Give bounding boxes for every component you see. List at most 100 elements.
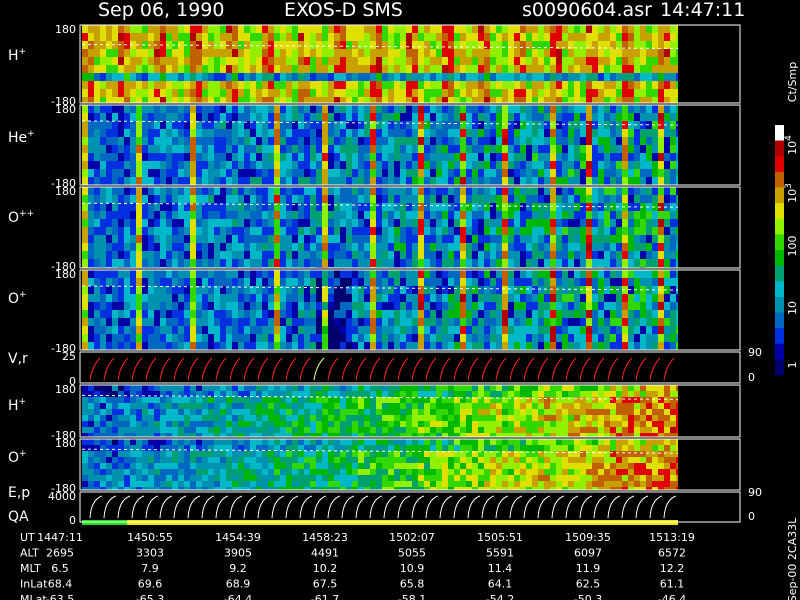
spectrogram-cell [652,161,658,169]
spectrogram-cell [430,385,436,391]
spectrogram-cell [334,259,340,267]
spectrogram-cell [370,105,376,113]
spectrogram-cell [664,334,670,342]
spectrogram-cell [670,310,676,318]
spectrogram-cell [220,177,226,185]
spectrogram-cell [610,145,616,153]
spectrogram-cell [532,187,538,195]
spectrogram-cell [454,385,460,391]
spectrogram-cell [448,203,454,211]
spectrogram-cell [442,113,448,121]
spectrogram-cell [634,129,640,137]
spectrogram-cell [298,294,304,302]
spectrogram-cell [208,342,214,350]
spectrogram-cell [112,97,118,103]
spectrogram-cell [220,105,226,113]
spectrogram-cell [604,89,610,97]
spectrogram-cell [514,113,520,121]
spectrogram-cell [640,177,646,185]
spectrogram-cell [88,105,94,113]
spectrogram-cell [262,105,268,113]
spectrogram-cell [130,391,136,397]
spectrogram-cell [526,433,532,437]
spectrogram-cell [442,161,448,169]
spectrogram-cell [412,219,418,227]
spectrogram-cell [370,177,376,185]
spectrogram-cell [460,211,466,219]
spectrogram-cell [616,259,622,267]
spectrogram-cell [154,409,160,415]
spectrogram-cell [358,105,364,113]
spectrogram-cell [664,318,670,326]
spectrogram-cell [394,65,400,73]
spectrogram-cell [556,219,562,227]
spectrogram-cell [604,195,610,203]
spectrogram-cell [448,409,454,415]
spectrogram-cell [316,433,322,437]
spectrogram-cell [532,33,538,41]
spectrogram-cell [382,310,388,318]
spectrogram-cell [664,391,670,397]
spectrogram-cell [316,121,322,129]
spectrogram-cell [124,227,130,235]
spectrogram-cell [454,65,460,73]
spectrogram-cell [556,251,562,259]
spectrogram-cell [118,97,124,103]
spectrogram-cell [586,433,592,437]
spectrogram-cell [442,195,448,203]
spectrogram-cell [286,145,292,153]
spectrogram-cell [430,161,436,169]
spectrogram-cell [316,97,322,103]
spectrogram-cell [556,105,562,113]
spectrogram-cell [604,227,610,235]
spectrogram-cell [400,161,406,169]
spectrogram-cell [100,129,106,137]
spectrogram-cell [556,153,562,161]
spectrogram-cell [538,161,544,169]
spectrogram-cell [556,342,562,350]
spectrogram-cell [262,65,268,73]
spectrogram-cell [142,145,148,153]
spectrogram-cell [292,211,298,219]
spectrogram-cell [250,385,256,391]
spectrogram-cell [610,427,616,433]
spectrogram-cell [472,49,478,57]
spectrogram-cell [364,49,370,57]
spectrogram-cell [268,334,274,342]
spectrogram-cell [400,251,406,259]
spectrogram-cell [676,113,678,121]
spectrogram-cell [154,310,160,318]
spectrogram-cell [610,385,616,391]
spectrogram-cell [400,219,406,227]
spectrogram-cell [454,259,460,267]
spectrogram-cell [94,385,100,391]
spectrogram-cell [280,397,286,403]
spectrogram-cell [580,153,586,161]
spectrogram-cell [472,211,478,219]
spectrogram-cell [316,57,322,65]
spectrogram-cell [556,81,562,89]
spectrogram-cell [496,41,502,49]
spectrogram-cell [628,121,634,129]
spectrogram-cell [478,41,484,49]
spectrogram-cell [568,89,574,97]
spectrogram-cell [370,278,376,286]
spectrogram-cell [286,243,292,251]
spectrogram-cell [118,211,124,219]
spectrogram-cell [514,65,520,73]
spectrogram-cell [106,33,112,41]
spectrogram-cell [244,227,250,235]
spectrogram-cell [640,113,646,121]
spectrogram-cell [130,73,136,81]
spectrogram-cell [550,403,556,409]
spectrogram-cell [322,57,328,65]
spectrogram-cell [610,397,616,403]
spectrogram-cell [604,81,610,89]
spectrogram-cell [586,278,592,286]
spectrogram-cell [316,397,322,403]
spectrogram-cell [502,203,508,211]
spectrogram-cell [268,153,274,161]
spectrogram-cell [406,433,412,437]
spectrogram-cell [484,65,490,73]
spectrogram-cell [556,57,562,65]
